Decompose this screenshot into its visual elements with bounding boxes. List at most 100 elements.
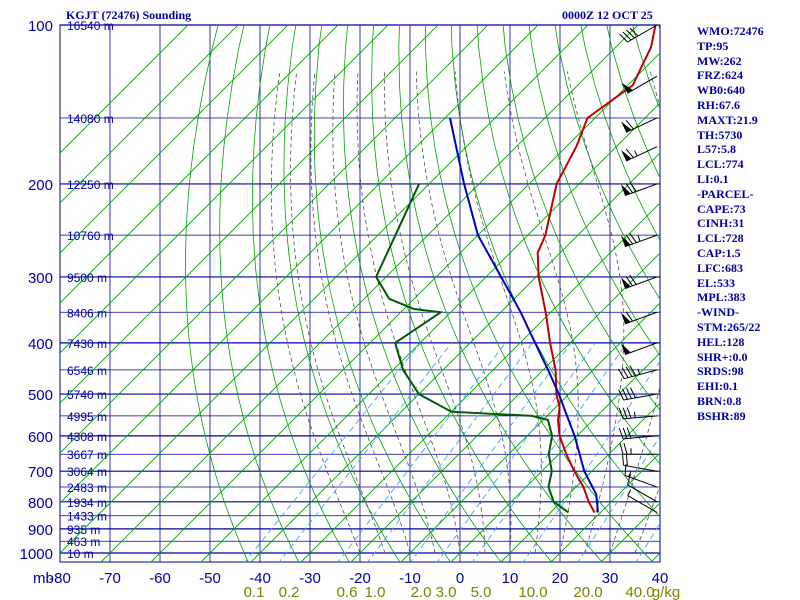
dry-adiabat-line bbox=[502, 25, 660, 411]
index-item: STM:265/22 bbox=[697, 319, 761, 334]
barb-staff bbox=[624, 276, 658, 290]
index-item: MW:262 bbox=[697, 53, 742, 68]
wind-barb bbox=[619, 443, 657, 455]
moist-adiabat-line bbox=[310, 71, 411, 554]
barb-half bbox=[634, 411, 636, 418]
wind-barbs bbox=[617, 24, 658, 513]
moist-adiabat-line bbox=[415, 71, 512, 554]
barb-flag bbox=[620, 343, 631, 355]
height-label: 2483 m bbox=[67, 481, 107, 495]
index-item: FRZ:624 bbox=[697, 68, 743, 83]
temperature-tick-label: 40 bbox=[652, 570, 669, 587]
dry-adiabat-line bbox=[476, 25, 660, 465]
dewpoint-line bbox=[374, 183, 570, 514]
barb-full bbox=[622, 407, 628, 419]
isotherm-line bbox=[60, 25, 289, 254]
isotherm-line bbox=[250, 152, 660, 562]
sounding-time: 0000Z 12 OCT 25 bbox=[562, 8, 653, 22]
barb-staff bbox=[627, 484, 658, 503]
index-item: WMO:72476 bbox=[697, 24, 764, 38]
mixing-ratio-label: g/kg bbox=[652, 584, 680, 600]
index-item: LCL:728 bbox=[697, 231, 744, 246]
barb-staff bbox=[624, 311, 658, 325]
barb-flag bbox=[621, 82, 633, 94]
barb-full bbox=[629, 233, 637, 243]
index-item: CAP:1.5 bbox=[697, 245, 741, 260]
index-item: HEL:128 bbox=[697, 334, 745, 349]
barb-flag bbox=[620, 277, 631, 289]
pressure-tick-label: 700 bbox=[28, 464, 53, 481]
barb-full bbox=[625, 311, 633, 322]
barb-staff bbox=[623, 415, 658, 420]
chart-title: KGJT (72476) Sounding bbox=[66, 8, 192, 22]
sounding-traces bbox=[374, 25, 657, 514]
barb-full bbox=[622, 31, 632, 41]
barb-full bbox=[625, 234, 633, 245]
temperature-tick-label: -70 bbox=[99, 570, 121, 587]
height-label: 1934 m bbox=[67, 496, 107, 510]
barb-staff bbox=[624, 474, 658, 488]
height-label: 12250 m bbox=[67, 178, 114, 192]
height-label: 10760 m bbox=[67, 229, 114, 243]
wind-barb bbox=[618, 427, 658, 440]
barb-full bbox=[621, 453, 625, 466]
barb-full bbox=[619, 33, 628, 43]
temperature-tick-label: 0 bbox=[456, 570, 464, 587]
barb-full bbox=[626, 29, 635, 39]
wind-barb bbox=[621, 453, 658, 472]
isotherm-line bbox=[60, 25, 539, 504]
moist-adiabat-line bbox=[567, 71, 625, 554]
index-item: WB0:640 bbox=[697, 83, 745, 98]
mixing-ratio-line bbox=[436, 342, 596, 562]
index-item: L57:5.8 bbox=[697, 142, 736, 157]
barb-full bbox=[618, 427, 624, 440]
isotherm-line bbox=[60, 25, 489, 454]
barb-full bbox=[625, 366, 633, 377]
isotherm-line bbox=[300, 202, 660, 562]
barb-full bbox=[626, 388, 632, 399]
height-label: 4995 m bbox=[67, 410, 107, 424]
mixing-ratio-label: 10.0 bbox=[518, 584, 547, 600]
barb-full bbox=[621, 367, 629, 378]
moist-adiabat-line bbox=[383, 71, 486, 554]
isotherm-line bbox=[500, 402, 660, 562]
pressure-tick-label: 800 bbox=[28, 495, 53, 512]
barb-full bbox=[618, 408, 624, 420]
height-label: 8406 m bbox=[67, 306, 107, 320]
temperature-tick-label: -20 bbox=[349, 570, 371, 587]
barb-half bbox=[628, 470, 632, 477]
barb-staff bbox=[623, 393, 658, 401]
isotherm-line bbox=[60, 25, 389, 354]
barb-half bbox=[634, 150, 638, 157]
mixing-ratio-lines bbox=[244, 342, 660, 562]
barb-full bbox=[618, 389, 624, 401]
barb-half bbox=[637, 235, 641, 242]
height-label: 6546 m bbox=[67, 364, 107, 378]
barb-full bbox=[623, 443, 628, 455]
pressure-tick-label: 500 bbox=[28, 387, 53, 404]
mixing-ratio-line bbox=[577, 435, 660, 562]
height-label: 9500 m bbox=[67, 271, 107, 285]
mixing-ratio-label: 0.6 bbox=[337, 584, 358, 600]
index-item: MPL:383 bbox=[697, 290, 746, 305]
temperature-line bbox=[536, 25, 657, 513]
barb-flag bbox=[621, 121, 632, 133]
isotherm-line bbox=[60, 25, 239, 204]
dry-adiabat-line bbox=[450, 25, 660, 518]
wind-barb bbox=[620, 274, 658, 290]
barb-half bbox=[637, 368, 641, 375]
barb-staff bbox=[625, 146, 658, 162]
barb-half bbox=[627, 490, 631, 496]
temperature-tick-label: -80 bbox=[49, 570, 71, 587]
height-label: 7430 m bbox=[67, 337, 107, 351]
height-label: 3064 m bbox=[67, 465, 107, 479]
mixing-ratio-line bbox=[244, 342, 421, 562]
pressure-tick-label: 300 bbox=[28, 270, 53, 287]
height-label: 16540 m bbox=[67, 19, 114, 33]
pressure-tick-label: 900 bbox=[28, 522, 53, 539]
wind-barb bbox=[618, 387, 658, 401]
temperature-tick-label: -40 bbox=[249, 570, 271, 587]
barb-flag bbox=[621, 150, 632, 162]
height-label: 5740 m bbox=[67, 388, 107, 402]
barb-full bbox=[629, 27, 639, 37]
